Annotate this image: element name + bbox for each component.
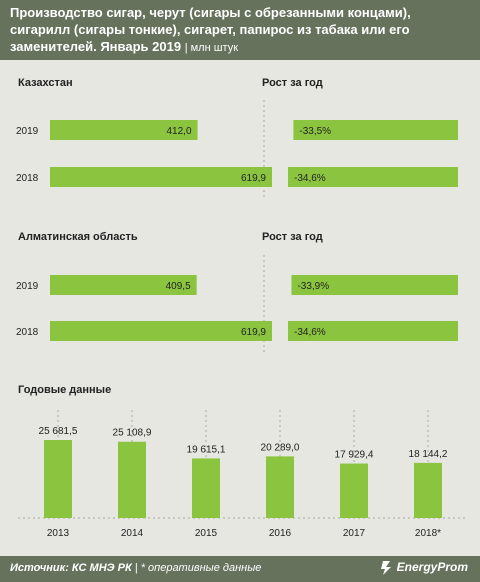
footer-bar: Источник: КС МНЭ РК | * оперативные данн… [0, 556, 480, 582]
annual-tick-label-2016: 2016 [269, 528, 292, 539]
kz-value-label-2019: 412,0 [167, 126, 192, 137]
almaty-cat-2018: 2018 [16, 327, 39, 338]
annual-tick-label-2015: 2015 [195, 528, 218, 539]
almaty-growth-value-label-2018: -34,6% [294, 327, 326, 338]
annual-bar-2016 [266, 456, 294, 518]
annual-tick-label-2017: 2017 [343, 528, 366, 539]
kz-growth-bar-2019 [293, 120, 458, 140]
footnote: | * оперативные данные [134, 562, 262, 574]
annual-bar-2015 [192, 458, 220, 518]
almaty-title: Алматинская область [18, 231, 138, 243]
almaty-growth-title: Рост за год [262, 231, 323, 243]
annual-tick-label-2013: 2013 [47, 528, 70, 539]
source-label: Источник: [10, 562, 69, 574]
annual-value-label-2018*: 18 144,2 [409, 449, 448, 460]
almaty-value-label-2018: 619,9 [241, 327, 266, 338]
annual-tick-label-2014: 2014 [121, 528, 144, 539]
annual-bar-2018* [414, 462, 442, 518]
annual-tick-label-2018*: 2018* [415, 528, 441, 539]
annual-value-label-2015: 19 615,1 [187, 444, 226, 455]
annual-value-label-2013: 25 681,5 [39, 426, 78, 437]
kz-growth-value-label-2018: -34,6% [294, 173, 326, 184]
almaty-growth-value-label-2019: -33,9% [297, 281, 329, 292]
annual-value-label-2016: 20 289,0 [261, 442, 300, 453]
almaty-bar-2018 [50, 321, 272, 341]
source-note: Источник: КС МНЭ РК | * оперативные данн… [10, 562, 261, 574]
logo-text: EnergyProm [396, 560, 468, 574]
annual-bar-2013 [44, 440, 72, 518]
brand-logo: EnergyProm [380, 560, 468, 575]
kz-cat-2019: 2019 [16, 126, 39, 137]
almaty-growth-bar-2019 [291, 275, 458, 295]
kz-bar-2019 [50, 120, 198, 140]
page-title: Производство сигар, черут (сигары с обре… [10, 4, 474, 57]
title-text: Производство сигар, черут (сигары с обре… [10, 5, 411, 54]
kz-growth-bar-2018 [288, 167, 458, 187]
almaty-bar-2019 [50, 275, 197, 295]
kz-cat-2018: 2018 [16, 173, 39, 184]
annual-value-label-2014: 25 108,9 [113, 428, 152, 439]
energyprom-logo-icon [380, 560, 391, 575]
almaty-value-label-2019: 409,5 [166, 281, 191, 292]
kz-title: Казахстан [18, 77, 73, 89]
annual-title: Годовые данные [18, 384, 112, 396]
annual-bar-2017 [340, 463, 368, 518]
kz-growth-value-label-2019: -33,5% [299, 126, 331, 137]
annual-bar-2014 [118, 441, 146, 518]
header-bar: Производство сигар, черут (сигары с обре… [0, 0, 480, 60]
kz-value-label-2018: 619,9 [241, 173, 266, 184]
kz-bar-2018 [50, 167, 272, 187]
almaty-cat-2019: 2019 [16, 281, 39, 292]
almaty-growth-bar-2018 [288, 321, 458, 341]
source-value: КС МНЭ РК [71, 562, 132, 574]
unit-label: | млн штук [184, 42, 239, 54]
annual-value-label-2017: 17 929,4 [335, 450, 374, 461]
kz-growth-title: Рост за год [262, 77, 323, 89]
